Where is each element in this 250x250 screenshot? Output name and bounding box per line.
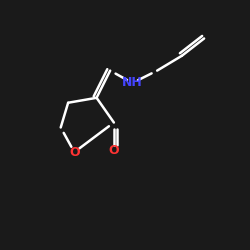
Text: O: O	[108, 144, 119, 158]
Text: O: O	[69, 146, 80, 159]
Text: NH: NH	[122, 76, 143, 90]
